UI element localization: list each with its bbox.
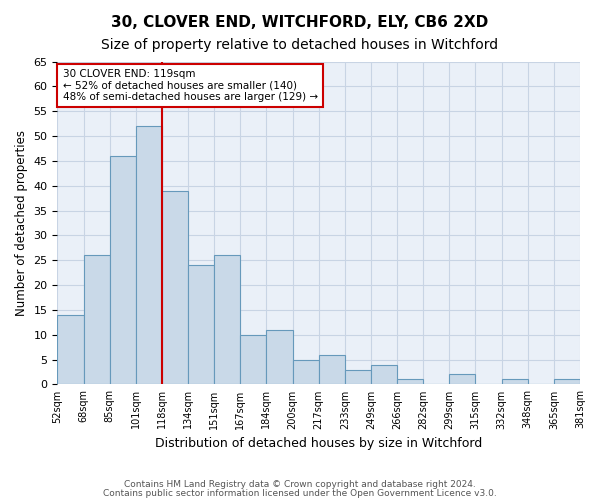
Bar (319, 354, 345, 384)
Bar (110, 156, 136, 384)
Bar (83, 256, 110, 384)
Bar (188, 265, 214, 384)
Bar (554, 380, 580, 384)
Y-axis label: Number of detached properties: Number of detached properties (15, 130, 28, 316)
Bar (162, 190, 188, 384)
Text: Contains public sector information licensed under the Open Government Licence v3: Contains public sector information licen… (103, 489, 497, 498)
Bar (449, 374, 475, 384)
Bar (345, 370, 371, 384)
Bar (136, 126, 162, 384)
Text: Contains HM Land Registry data © Crown copyright and database right 2024.: Contains HM Land Registry data © Crown c… (124, 480, 476, 489)
Text: 30, CLOVER END, WITCHFORD, ELY, CB6 2XD: 30, CLOVER END, WITCHFORD, ELY, CB6 2XD (112, 15, 488, 30)
Text: Size of property relative to detached houses in Witchford: Size of property relative to detached ho… (101, 38, 499, 52)
Bar (502, 380, 528, 384)
Text: 30 CLOVER END: 119sqm
← 52% of detached houses are smaller (140)
48% of semi-det: 30 CLOVER END: 119sqm ← 52% of detached … (62, 69, 318, 102)
Bar (397, 380, 423, 384)
Bar (371, 364, 397, 384)
Bar (241, 334, 266, 384)
X-axis label: Distribution of detached houses by size in Witchford: Distribution of detached houses by size … (155, 437, 482, 450)
Bar (58, 315, 83, 384)
Bar (266, 330, 293, 384)
Bar (214, 256, 241, 384)
Bar (293, 360, 319, 384)
